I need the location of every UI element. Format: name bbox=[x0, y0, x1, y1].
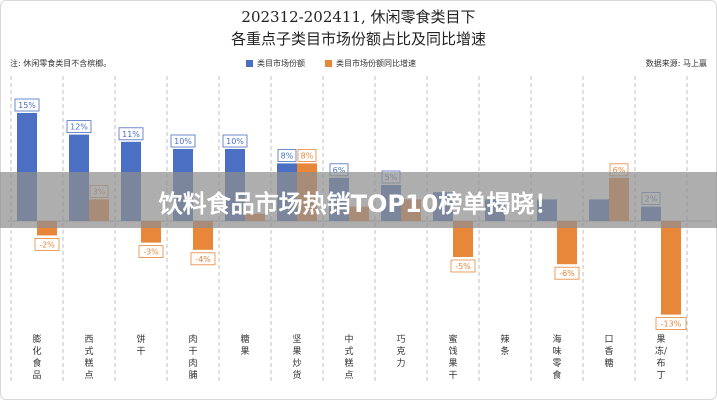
growth-data-label-box bbox=[34, 237, 60, 251]
growth-data-label: -3% bbox=[143, 248, 159, 257]
growth-data-label: -5% bbox=[455, 262, 471, 271]
share-data-label: 12% bbox=[70, 123, 88, 132]
share-data-label: 8% bbox=[281, 151, 294, 160]
chart-title-line2: 各重点子类目市场份额占比及同比增速 bbox=[230, 30, 486, 48]
growth-data-label-box bbox=[554, 266, 580, 280]
category-label: 巧克力 bbox=[396, 335, 406, 369]
share-data-label: 10% bbox=[174, 137, 192, 146]
chart-note: 注: 休闲零食类目不含槟榔。 bbox=[10, 59, 112, 68]
share-data-label-box bbox=[277, 148, 297, 162]
chart-source: 数据来源: 马上赢 bbox=[645, 59, 707, 68]
share-data-label-box bbox=[66, 120, 92, 133]
category-label: 肉干肉脯 bbox=[188, 335, 198, 381]
legend-item-share: 类目市场份额 bbox=[246, 58, 305, 69]
headline-banner-text: 饮料食品市场热销TOP10榜单揭晓！ bbox=[158, 190, 559, 218]
growth-data-label: 8% bbox=[301, 151, 314, 160]
category-label: 果冻/布丁 bbox=[654, 335, 668, 381]
category-label: 辣条 bbox=[500, 335, 510, 357]
chart-legend: 类目市场份额 类目市场份额同比增速 bbox=[246, 58, 416, 69]
growth-data-label: -6% bbox=[559, 269, 575, 278]
growth-bar bbox=[557, 221, 577, 265]
growth-bar bbox=[661, 221, 681, 315]
growth-data-label: 6% bbox=[613, 166, 626, 175]
share-data-label-box bbox=[118, 127, 144, 141]
legend-swatch-share bbox=[246, 60, 253, 67]
growth-data-label-box bbox=[190, 252, 216, 266]
category-label: 饼干 bbox=[136, 335, 146, 357]
growth-data-label: -13% bbox=[661, 320, 682, 329]
growth-data-label-box bbox=[655, 317, 687, 331]
growth-data-label-box bbox=[450, 259, 476, 273]
category-label: 海味零食 bbox=[552, 335, 562, 381]
category-label: 口香糖 bbox=[604, 335, 614, 369]
category-label: 坚果炒货 bbox=[292, 335, 302, 381]
share-data-label-box bbox=[222, 134, 248, 148]
headline-banner bbox=[0, 172, 717, 228]
growth-data-label: -2% bbox=[39, 240, 55, 249]
category-label: 糖果 bbox=[240, 335, 250, 357]
legend-label-share: 类目市场份额 bbox=[257, 59, 305, 68]
category-label: 膨化食品 bbox=[32, 335, 42, 381]
category-label: 蜜饯果干 bbox=[448, 335, 458, 381]
share-data-label-box bbox=[14, 98, 40, 112]
legend-label-growth: 类目市场份额同比增速 bbox=[336, 59, 416, 68]
share-data-label-box bbox=[170, 134, 196, 148]
legend-swatch-growth bbox=[325, 60, 332, 67]
share-data-label: 10% bbox=[226, 137, 244, 146]
growth-data-label: -4% bbox=[195, 255, 211, 264]
legend-item-growth: 类目市场份额同比增速 bbox=[325, 58, 416, 69]
share-data-label: 15% bbox=[18, 101, 36, 110]
growth-data-label-box bbox=[138, 245, 164, 259]
growth-bar bbox=[193, 221, 213, 250]
growth-bar bbox=[453, 221, 473, 257]
share-data-label: 11% bbox=[122, 130, 140, 139]
category-label: 西式糕点 bbox=[84, 335, 94, 381]
chart-title-line1: 202312-202411, 休闲零食类目下 bbox=[241, 8, 476, 26]
growth-data-label-box bbox=[297, 148, 317, 162]
category-label: 中式糕点 bbox=[344, 335, 354, 381]
share-data-label: 6% bbox=[333, 166, 346, 175]
